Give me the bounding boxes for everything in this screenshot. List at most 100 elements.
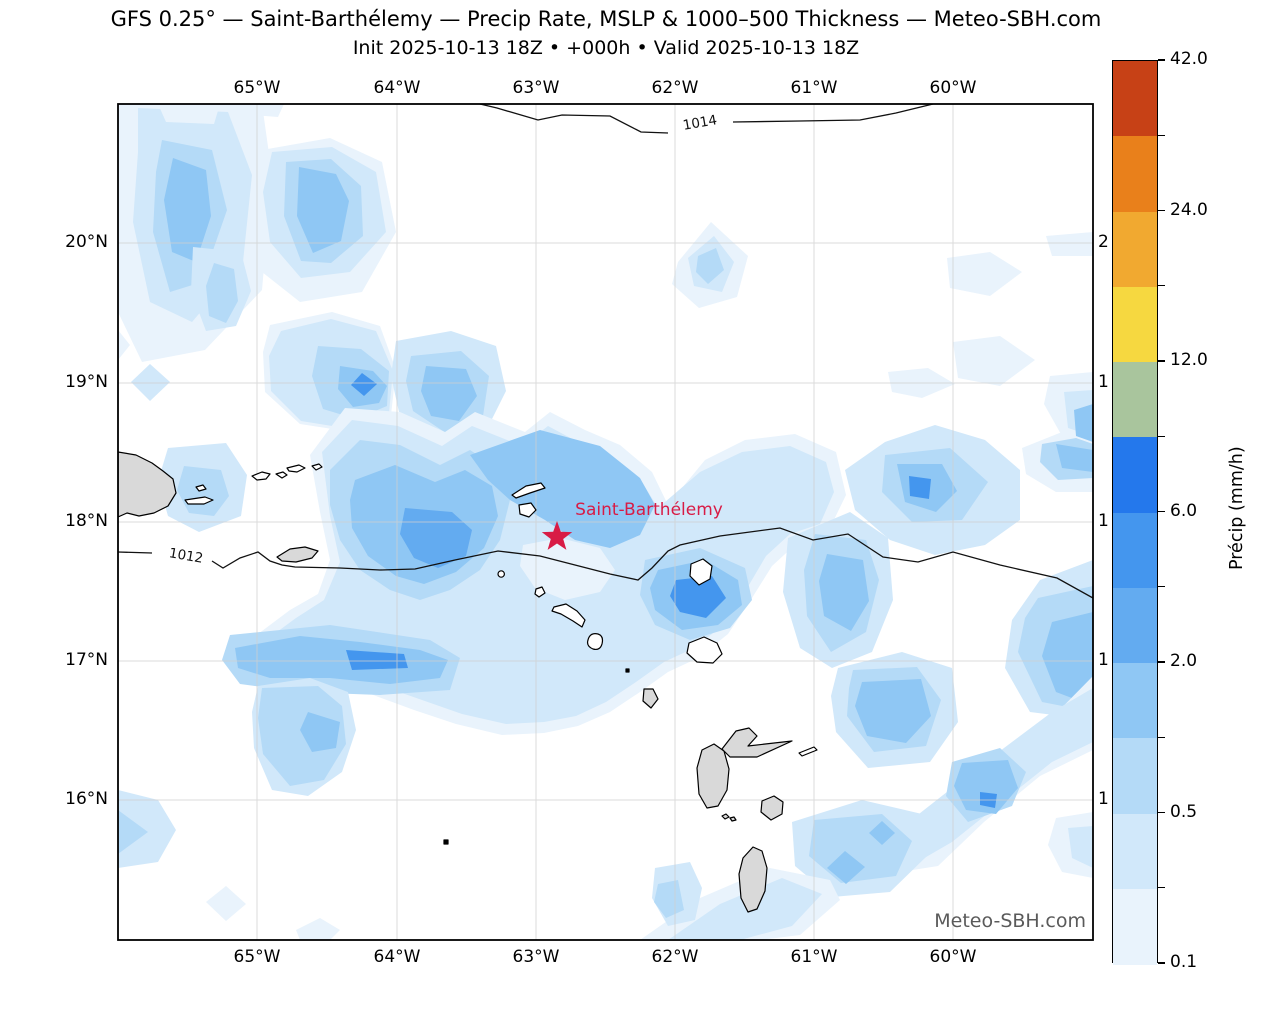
- colorbar-segment: [1113, 587, 1157, 664]
- colorbar-tick: [1158, 360, 1165, 362]
- colorbar-tick: [1158, 285, 1165, 287]
- colorbar-tick-label: 0.1: [1170, 952, 1198, 972]
- y-tick-label-right-clipped: 18°N: [1098, 511, 1110, 531]
- island-tortola: [286, 464, 306, 473]
- precip-patch-l4: [164, 158, 211, 262]
- precip-patch-l3: [654, 880, 684, 918]
- isobar-1012: [118, 551, 153, 554]
- y-tick-label-right-clipped: 20°N: [1098, 232, 1110, 252]
- colorbar-tick: [1158, 586, 1165, 588]
- colorbar-tick: [1158, 962, 1165, 964]
- x-tick-label-bottom: 60°W: [929, 947, 977, 967]
- y-tick-label-right-clipped: 17°N: [1098, 650, 1110, 670]
- isobar-1014: [732, 104, 934, 123]
- precip-patch-l1: [158, 104, 220, 124]
- colorbar-segment: [1113, 663, 1157, 739]
- isobar-1012: [211, 527, 1093, 599]
- isobar-label-1012: 1012: [168, 545, 205, 567]
- colorbar-tick-label: 6.0: [1170, 500, 1198, 521]
- precip-patch-l4: [300, 712, 340, 752]
- precip-patch-l1: [947, 252, 1022, 296]
- colorbar-tick: [1158, 811, 1165, 814]
- precip-patch-l1: [206, 886, 246, 921]
- colorbar-tick: [1158, 510, 1165, 513]
- x-tick-label-top: 64°W: [373, 78, 421, 98]
- x-tick-label-top: 63°W: [512, 78, 560, 98]
- station-label: Saint-Barthélemy: [575, 500, 723, 520]
- island-st-kitts: [551, 603, 586, 628]
- island-les-saintes-2: [729, 816, 737, 822]
- colorbar-segment: [1113, 136, 1157, 213]
- colorbar-tick: [1158, 887, 1165, 889]
- y-tick-label-left: 20°N: [65, 232, 108, 252]
- isobar-layer: 1014 1012: [118, 104, 1093, 599]
- x-tick-label-bottom: 63°W: [512, 947, 560, 967]
- precip-patch-l1: [520, 538, 615, 600]
- colorbar: [1112, 60, 1158, 965]
- island-les-saintes-1: [721, 813, 730, 820]
- precip-patch-l4: [1042, 612, 1093, 706]
- precip-patch-l4: [297, 167, 349, 253]
- precip-patch-l1: [1046, 232, 1093, 256]
- colorbar-tick-label: 12.0: [1170, 350, 1208, 370]
- x-tick-label-bottom: 65°W: [233, 947, 281, 967]
- y-tick-label-left: 19°N: [65, 372, 108, 392]
- island-montserrat: [642, 688, 659, 709]
- island-st-martin: [518, 502, 537, 518]
- coastlines-layer: [118, 451, 818, 913]
- precip-patch-l6: [909, 476, 931, 499]
- colorbar-tick-label: 0.5: [1170, 801, 1198, 822]
- precip-patch-l3: [258, 686, 346, 786]
- map-border: [117, 103, 1094, 941]
- precip-patch-l3: [206, 263, 238, 323]
- colorbar-tick: [1158, 59, 1165, 61]
- colorbar-segment: [1113, 512, 1157, 589]
- island-puerto-rico: [118, 451, 177, 518]
- x-tick-label-bottom: 61°W: [790, 947, 838, 967]
- colorbar-segment: [1113, 738, 1157, 815]
- station-star-icon: [541, 521, 573, 550]
- colorbar-segment: [1113, 362, 1157, 438]
- colorbar-segment: [1113, 813, 1157, 890]
- island-isla-aves: [443, 839, 449, 845]
- y-tick-label-left: 16°N: [65, 789, 108, 809]
- watermark: Meteo-SBH.com: [934, 910, 1086, 932]
- precip-patch-l6: [351, 373, 377, 396]
- precip-patch-l4: [827, 851, 865, 884]
- x-tick-label-bottom: 62°W: [651, 947, 699, 967]
- x-tick-label-top: 65°W: [233, 78, 281, 98]
- precip-patch-l1: [953, 336, 1035, 386]
- island-st-john: [275, 471, 288, 479]
- precip-layer: [118, 104, 1093, 940]
- isobar-1014: [479, 104, 669, 134]
- colorbar-tick: [1158, 736, 1165, 738]
- precip-patch-l4: [819, 554, 869, 631]
- precip-patch-l3: [118, 810, 148, 854]
- colorbar-tick: [1158, 134, 1165, 136]
- colorbar-tick-label: 24.0: [1170, 199, 1208, 220]
- precip-patch-l2: [668, 878, 822, 940]
- island-barbuda: [689, 558, 713, 586]
- island-antigua: [686, 636, 723, 664]
- figure-title: GFS 0.25° — Saint-Barthélemy — Precip Ra…: [110, 7, 1102, 31]
- colorbar-segment: [1113, 286, 1157, 363]
- island-la-desirade: [798, 746, 818, 757]
- colorbar-segment: [1113, 888, 1157, 965]
- precip-patch-l4: [1056, 444, 1093, 472]
- colorbar-segment: [1113, 211, 1157, 288]
- x-tick-label-bottom: 64°W: [373, 947, 421, 967]
- island-dominica: [738, 846, 768, 913]
- precip-patch-l4: [235, 636, 448, 684]
- colorbar-segment: [1113, 61, 1157, 137]
- island-redonda: [625, 668, 630, 673]
- precip-patch-l1: [118, 330, 130, 360]
- graticule: [118, 104, 1093, 940]
- colorbar-axis-label: Précip (mm/h): [1227, 446, 1247, 570]
- precip-patch-l6: [346, 650, 408, 670]
- figure-subtitle: Init 2025-10-13 18Z • +000h • Valid 2025…: [352, 37, 860, 59]
- precip-patch-l4: [1074, 404, 1093, 442]
- colorbar-segment: [1113, 437, 1157, 514]
- precip-patch-l2: [1068, 826, 1093, 868]
